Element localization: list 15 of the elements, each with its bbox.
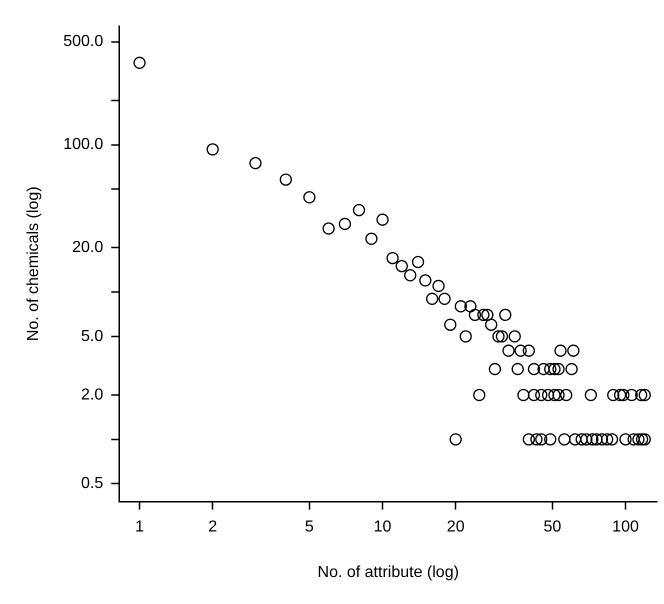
y-axis-title: No. of chemicals (log) <box>25 186 42 342</box>
x-tick-label: 10 <box>374 518 392 536</box>
y-tick-label: 100.0 <box>63 136 104 154</box>
x-tick-label: 20 <box>446 518 465 536</box>
x-tick-label: 2 <box>208 518 218 536</box>
x-tick-label: 50 <box>543 518 562 536</box>
y-tick-label: 5.0 <box>80 328 104 345</box>
x-axis-title: No. of attribute (log) <box>318 564 459 581</box>
y-tick-label: 2.0 <box>80 386 104 404</box>
y-tick-label: 20.0 <box>72 239 104 256</box>
y-tick-label: 500.0 <box>63 33 104 50</box>
x-tick-label: 100 <box>612 518 639 536</box>
y-tick-label: 0.5 <box>80 475 104 492</box>
x-tick-label: 5 <box>304 518 314 536</box>
x-tick-label: 1 <box>135 518 144 536</box>
